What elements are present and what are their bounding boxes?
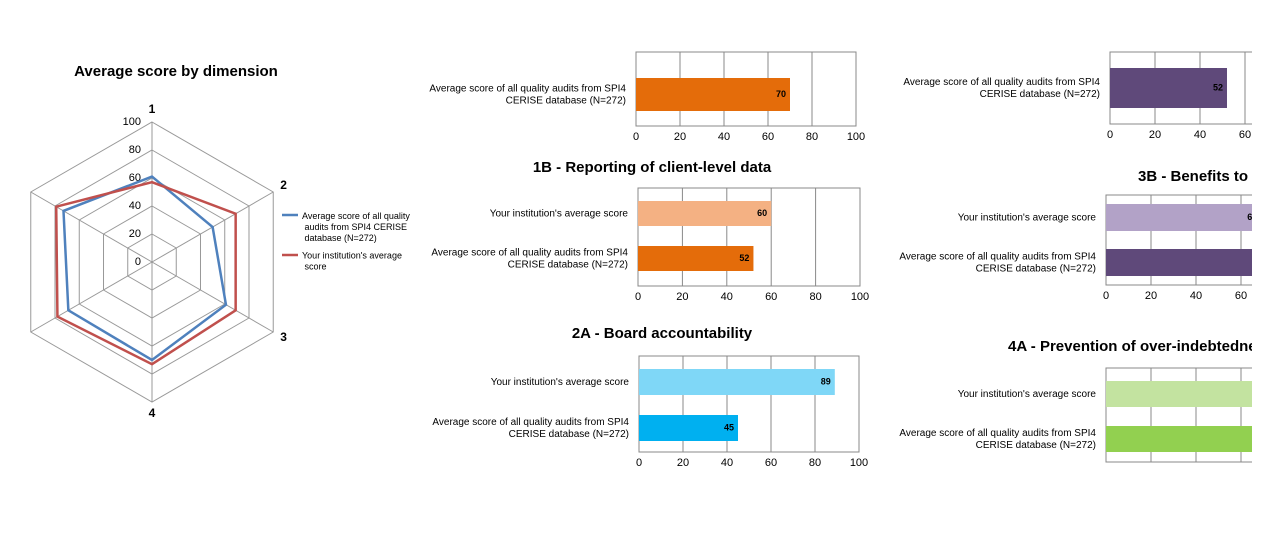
bar-chart: 0 20 40 60 52 Average score of all quality au… — [903, 51, 1252, 141]
plot-frame — [1105, 367, 1252, 463]
bar — [1106, 249, 1252, 276]
x-tick-label: 80 — [809, 291, 821, 303]
x-tick-label: 20 — [1149, 129, 1161, 141]
x-tick-label: 60 — [1239, 129, 1251, 141]
x-tick-label: 60 — [765, 457, 777, 469]
x-tick-label: 0 — [1107, 129, 1113, 141]
chart-title: 3B - Benefits to — [1138, 168, 1248, 185]
bar — [1106, 204, 1252, 231]
x-tick-label: 40 — [1194, 129, 1206, 141]
x-tick-label: 40 — [1190, 290, 1202, 302]
bar-value-label: 52 — [1213, 82, 1223, 92]
category-label: Average score of all quality audits from… — [903, 77, 1100, 100]
x-tick-label: 60 — [765, 291, 777, 303]
bar — [638, 201, 772, 226]
category-label: Average score of all quality audits from… — [899, 251, 1096, 274]
x-tick-label: 20 — [674, 131, 686, 143]
x-tick-label: 60 — [1235, 290, 1247, 302]
bar — [639, 415, 738, 441]
bar-chart: 0 20 40 60 80 100 70 Average score of all quali… — [429, 51, 865, 143]
bar — [638, 246, 754, 271]
axis-label: 4 — [149, 406, 156, 420]
x-tick-label: 100 — [847, 131, 865, 143]
category-label: Average score of all quality audits from… — [432, 417, 629, 440]
r-tick-label: 20 — [129, 228, 141, 240]
bar-value-label: 69 — [1247, 212, 1257, 222]
x-tick-label: 40 — [718, 131, 730, 143]
r-tick-label: 40 — [129, 200, 141, 212]
category-label: Your institution's average score — [958, 389, 1097, 400]
category-label: Your institution's average score — [490, 208, 629, 219]
chart-title: 4A - Prevention of over-indebtedness — [1008, 338, 1273, 355]
bar — [1106, 426, 1252, 452]
bar-value-label: 89 — [821, 376, 831, 386]
r-tick-label: 80 — [129, 144, 141, 156]
bar — [1106, 381, 1252, 407]
bar-chart: 1B - Reporting of client-level data 0 20 40… — [431, 159, 869, 303]
r-tick-label: 100 — [123, 116, 141, 128]
bar-value-label: 75 — [1261, 257, 1271, 267]
category-label: Average score of all quality audits from… — [431, 247, 628, 270]
series-line — [62, 175, 228, 362]
bar-value-label: 52 — [739, 253, 749, 263]
x-tick-label: 20 — [676, 291, 688, 303]
x-tick-label: 0 — [1103, 290, 1109, 302]
category-label: Your institution's average score — [958, 212, 1097, 223]
bar-value-label: 80 — [1272, 388, 1280, 398]
chart-title: 2A - Board accountability — [572, 325, 753, 342]
legend-label: Average score of all quality audits from… — [302, 211, 410, 243]
x-tick-label: 40 — [721, 291, 733, 303]
bar — [636, 78, 790, 111]
bar — [1110, 68, 1227, 108]
bar — [639, 369, 835, 395]
bar-value-label: 60 — [757, 208, 767, 218]
bar-value-label: 70 — [776, 89, 786, 99]
bar-chart: 4A - Prevention of over-indebtedness 80 Yo… — [899, 338, 1280, 463]
axis-label: 2 — [280, 178, 287, 192]
x-tick-label: 40 — [721, 457, 733, 469]
category-label: Your institution's average score — [491, 377, 630, 388]
x-tick-label: 0 — [633, 131, 639, 143]
x-tick-label: 100 — [851, 291, 869, 303]
spoke — [30, 261, 153, 333]
x-tick-label: 20 — [677, 457, 689, 469]
category-label: Average score of all quality audits from… — [899, 428, 1096, 451]
spoke — [30, 191, 153, 263]
x-tick-label: 0 — [636, 457, 642, 469]
x-tick-label: 60 — [762, 131, 774, 143]
axis-label: 1 — [149, 102, 156, 116]
series-line — [54, 180, 237, 366]
spoke — [151, 261, 274, 333]
axis-label: 3 — [280, 330, 287, 344]
bar-value-label: 45 — [724, 422, 734, 432]
x-tick-label: 100 — [850, 457, 868, 469]
legend-label: Your institution's average score — [302, 251, 402, 272]
bar-chart: 2A - Board accountability 0 20 40 60 80 100 89 Y… — [432, 325, 868, 469]
bar-chart: 3B - Benefits to 0 20 40 60 69 Your institutio… — [899, 168, 1271, 302]
x-tick-label: 20 — [1145, 290, 1157, 302]
category-label: Average score of all quality audits from… — [429, 83, 626, 106]
chart-title: 1B - Reporting of client-level data — [533, 159, 772, 176]
r-tick-label: 0 — [135, 256, 141, 268]
chart-title: Average score by dimension — [74, 63, 278, 80]
x-tick-label: 80 — [809, 457, 821, 469]
x-tick-label: 80 — [806, 131, 818, 143]
x-tick-label: 0 — [635, 291, 641, 303]
